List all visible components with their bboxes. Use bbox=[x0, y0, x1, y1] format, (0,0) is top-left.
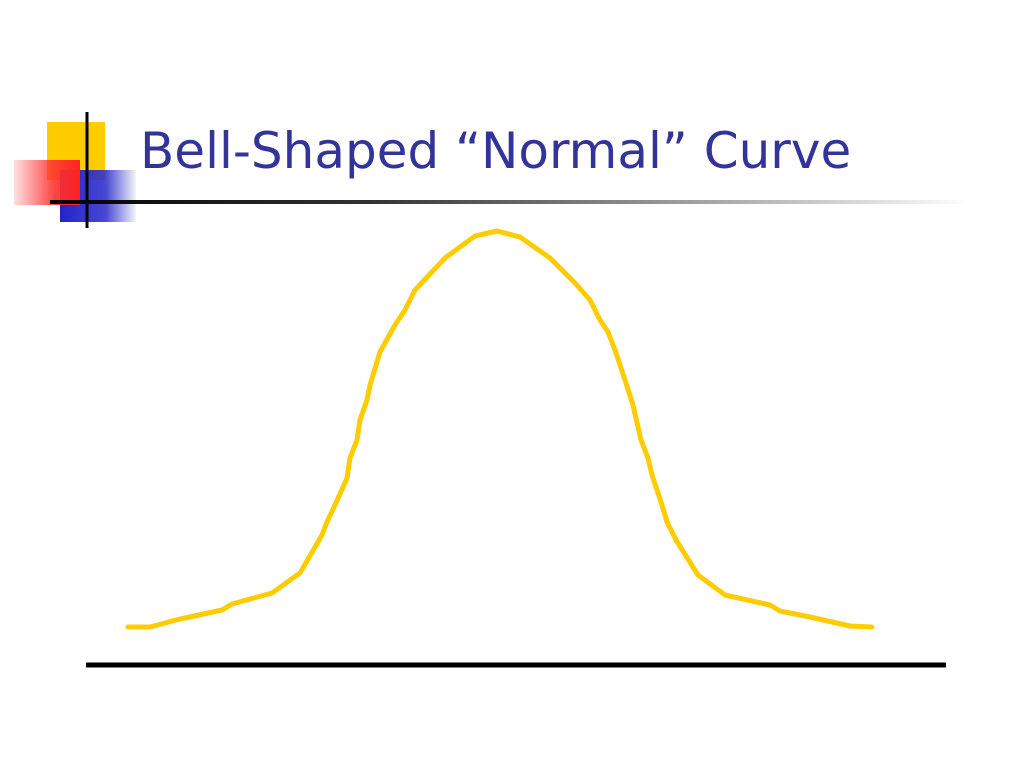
slide-title: Bell-Shaped “Normal” Curve bbox=[140, 122, 851, 180]
title-underline bbox=[50, 200, 970, 204]
red-square bbox=[14, 160, 80, 205]
bell-curve bbox=[125, 228, 875, 630]
